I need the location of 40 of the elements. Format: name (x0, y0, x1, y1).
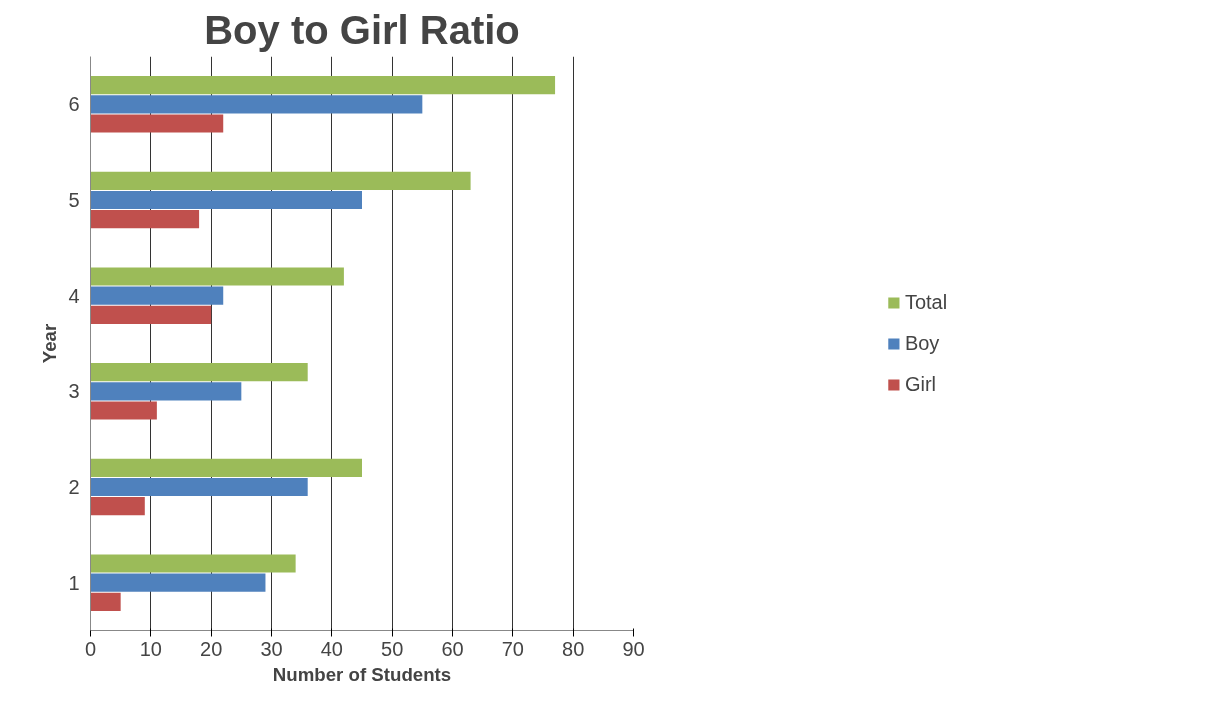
bar (90, 190, 362, 210)
x-tick-label: 90 (622, 637, 645, 660)
legend-label: Girl (904, 372, 936, 396)
bar (90, 95, 423, 114)
bar (90, 458, 362, 477)
bar (90, 477, 308, 497)
bar (90, 286, 224, 305)
bar (90, 497, 145, 516)
x-tick-label: 60 (441, 637, 464, 660)
bar (90, 210, 200, 229)
bar (90, 76, 556, 95)
bar (90, 363, 308, 382)
x-tick-label: 10 (139, 637, 162, 660)
bar (90, 305, 212, 324)
y-tick-label: 4 (68, 284, 80, 307)
bar (90, 554, 296, 573)
y-tick-label: 2 (68, 476, 80, 498)
x-tick-label: 50 (381, 637, 404, 660)
x-tick-label: 0 (84, 637, 97, 660)
y-tick-label: 3 (68, 380, 80, 403)
x-tick-label: 40 (320, 637, 343, 660)
bar (90, 401, 157, 420)
bar (90, 382, 242, 401)
y-tick-label: 6 (68, 93, 80, 116)
y-tick-label: 1 (68, 571, 80, 594)
x-tick-label: 70 (501, 637, 524, 660)
bar (90, 573, 266, 592)
bar (90, 171, 471, 190)
bar (90, 114, 224, 133)
legend-label: Boy (904, 331, 940, 355)
chart-title: Boy to Girl Ratio (204, 7, 520, 52)
x-tick-label: 30 (260, 637, 283, 660)
legend-label: Total (904, 290, 948, 314)
x-tick-label: 20 (200, 637, 223, 660)
y-tick-label: 5 (68, 189, 80, 211)
x-axis-title: Number of Students (272, 663, 452, 685)
bar (90, 592, 121, 611)
bar (90, 267, 344, 286)
x-tick-label: 80 (562, 637, 585, 660)
y-axis-title: Year (39, 323, 61, 364)
